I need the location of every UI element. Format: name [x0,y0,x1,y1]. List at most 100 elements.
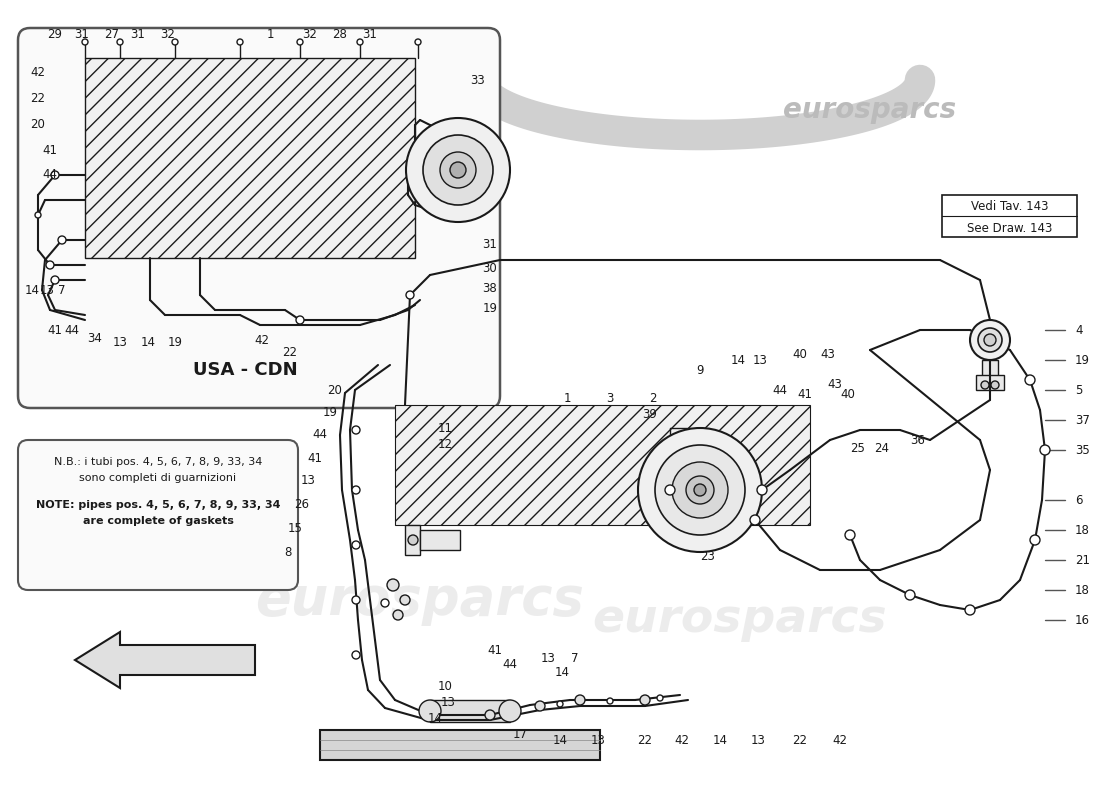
Text: 20: 20 [31,118,45,131]
Text: 44: 44 [772,383,788,397]
Text: 44: 44 [503,658,517,671]
Text: 13: 13 [752,354,768,366]
Circle shape [352,596,360,604]
Text: 5: 5 [1075,383,1082,397]
Circle shape [984,334,996,346]
Circle shape [978,328,1002,352]
Circle shape [82,39,88,45]
Text: 43: 43 [827,378,843,391]
Circle shape [638,428,762,552]
Text: 13: 13 [591,734,605,746]
Text: 35: 35 [1075,443,1090,457]
Circle shape [352,486,360,494]
Polygon shape [75,632,255,688]
Circle shape [672,462,728,518]
Text: 27: 27 [104,29,120,42]
Text: 13: 13 [540,651,556,665]
Bar [85,58,415,258]
Text: 25: 25 [850,442,866,454]
Text: 31: 31 [131,29,145,42]
Text: 22: 22 [31,91,45,105]
Circle shape [35,212,41,218]
Text: 14: 14 [554,666,570,678]
Text: 30: 30 [483,262,497,274]
Circle shape [46,261,54,269]
Text: 14: 14 [552,734,568,746]
Bar [420,530,460,550]
Circle shape [387,579,399,591]
Circle shape [352,541,360,549]
Circle shape [352,651,360,659]
Text: 36: 36 [911,434,925,446]
Circle shape [117,39,123,45]
Circle shape [58,236,66,244]
Text: 37: 37 [1075,414,1090,426]
Text: NOTE: pipes pos. 4, 5, 6, 7, 8, 9, 33, 34: NOTE: pipes pos. 4, 5, 6, 7, 8, 9, 33, 3… [35,500,280,510]
Text: 10: 10 [438,681,452,694]
Circle shape [657,695,663,701]
Circle shape [694,484,706,496]
Text: 13: 13 [40,283,54,297]
Text: 41: 41 [43,143,57,157]
Text: 40: 40 [793,349,807,362]
Circle shape [991,381,999,389]
Text: 41: 41 [47,323,63,337]
Text: 14: 14 [428,711,442,725]
FancyBboxPatch shape [18,440,298,590]
Text: 41: 41 [487,643,503,657]
Text: 40: 40 [840,389,856,402]
Circle shape [236,39,243,45]
Text: 22: 22 [283,346,297,358]
Text: 22: 22 [792,734,807,746]
Circle shape [172,39,178,45]
Text: 43: 43 [821,349,835,362]
Text: 26: 26 [295,498,309,511]
Circle shape [406,118,510,222]
Text: 15: 15 [287,522,303,534]
Text: 19: 19 [167,335,183,349]
Text: 13: 13 [750,734,766,746]
Text: N.B.: i tubi pos. 4, 5, 6, 7, 8, 9, 33, 34: N.B.: i tubi pos. 4, 5, 6, 7, 8, 9, 33, … [54,457,262,467]
Text: 23: 23 [701,550,715,563]
Text: 13: 13 [112,335,128,349]
Text: 42: 42 [833,734,847,746]
Bar [430,700,510,722]
Circle shape [424,135,493,205]
Text: 29: 29 [47,29,63,42]
Text: 7: 7 [58,283,66,297]
Circle shape [654,445,745,535]
Circle shape [393,610,403,620]
Circle shape [358,39,363,45]
Text: 16: 16 [1075,614,1090,626]
Text: 14: 14 [730,354,746,366]
Text: 19: 19 [322,406,338,419]
Bar [976,375,1004,390]
Text: are complete of gaskets: are complete of gaskets [82,516,233,526]
Circle shape [450,162,466,178]
FancyBboxPatch shape [18,28,500,408]
Circle shape [408,535,418,545]
Text: 3: 3 [606,391,614,405]
Text: 1: 1 [266,29,274,42]
Text: eurosparcs: eurosparcs [255,574,584,626]
Circle shape [575,695,585,705]
Text: 33: 33 [471,74,485,86]
Circle shape [757,485,767,495]
Text: 1: 1 [563,391,571,405]
Bar [395,405,810,525]
Text: 42: 42 [31,66,45,78]
Text: 13: 13 [300,474,316,486]
Text: 18: 18 [1075,523,1090,537]
Text: Vedi Tav. 143: Vedi Tav. 143 [971,201,1048,214]
Text: 6: 6 [1075,494,1082,506]
Circle shape [686,476,714,504]
Circle shape [640,695,650,705]
Text: 44: 44 [65,323,79,337]
Circle shape [296,316,304,324]
Circle shape [965,605,975,615]
Text: 24: 24 [874,442,890,454]
Circle shape [400,595,410,605]
Circle shape [905,590,915,600]
Circle shape [51,171,59,179]
Text: 9: 9 [696,363,704,377]
